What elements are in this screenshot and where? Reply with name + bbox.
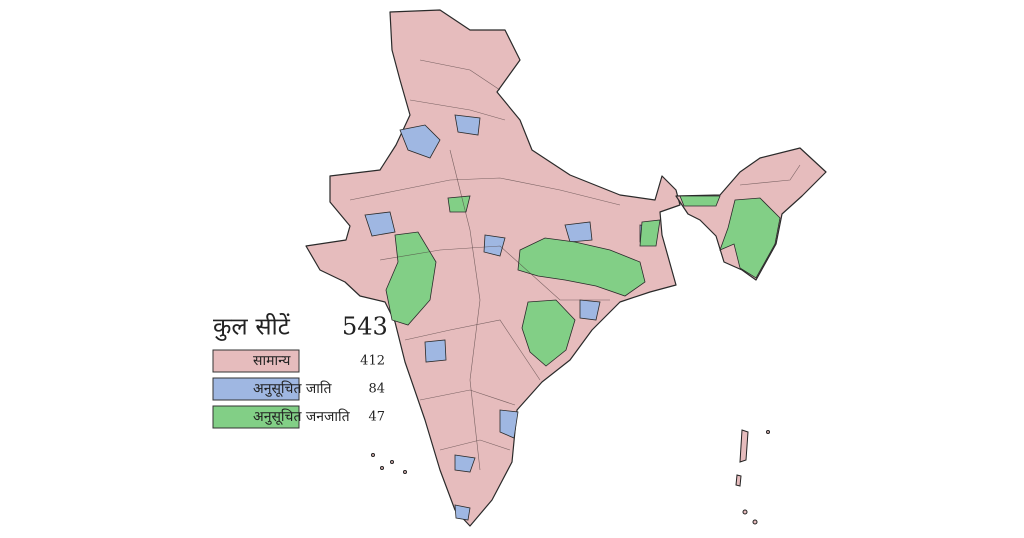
island [766, 430, 770, 434]
sc-region [483, 234, 506, 257]
district-line [419, 389, 516, 406]
district-line [449, 149, 481, 471]
legend-swatch [212, 377, 300, 401]
legend: कुल सीटें 543 सामान्य 412 अनुसूचित जाति 84 अ… [212, 313, 388, 429]
district-line [349, 177, 621, 206]
island [739, 429, 749, 463]
district-lines [349, 59, 801, 471]
legend-total: 543 [342, 313, 388, 341]
island [371, 453, 375, 457]
st-region [385, 231, 437, 326]
sc-region [579, 299, 601, 321]
legend-label: अनुसूचित जनजाति [253, 408, 351, 425]
legend-swatch [212, 349, 300, 373]
island [403, 470, 407, 474]
st-region [521, 299, 576, 367]
sc-region [454, 114, 481, 136]
sc-region [564, 221, 593, 243]
legend-value: 412 [360, 354, 385, 369]
island [742, 509, 748, 515]
st-region [679, 195, 721, 207]
st-region [447, 195, 471, 213]
sc-region [454, 454, 476, 473]
map [305, 9, 827, 527]
district-line [404, 319, 541, 381]
district-line [739, 164, 801, 186]
legend-value: 84 [368, 382, 385, 397]
sc-region [424, 339, 447, 363]
island [390, 460, 394, 464]
sc-region [364, 211, 396, 237]
sc-region [399, 124, 441, 159]
island [752, 519, 758, 525]
sc-region [454, 504, 471, 521]
sc-region [499, 409, 519, 439]
legend-label: अनुसूचित जाति [253, 380, 333, 397]
district-line [379, 245, 610, 301]
st-region [639, 219, 661, 247]
district-line [409, 59, 506, 121]
legend-value: 47 [368, 410, 385, 425]
legend-label: सामान्य [253, 353, 291, 369]
legend-title: कुल सीटें [213, 313, 291, 342]
islands [371, 429, 770, 525]
island [380, 466, 384, 470]
st-constituencies [385, 195, 781, 367]
st-region [517, 237, 646, 297]
district-line [439, 439, 511, 451]
legend-swatch [212, 405, 300, 429]
st-region [719, 197, 781, 279]
island [735, 474, 742, 487]
